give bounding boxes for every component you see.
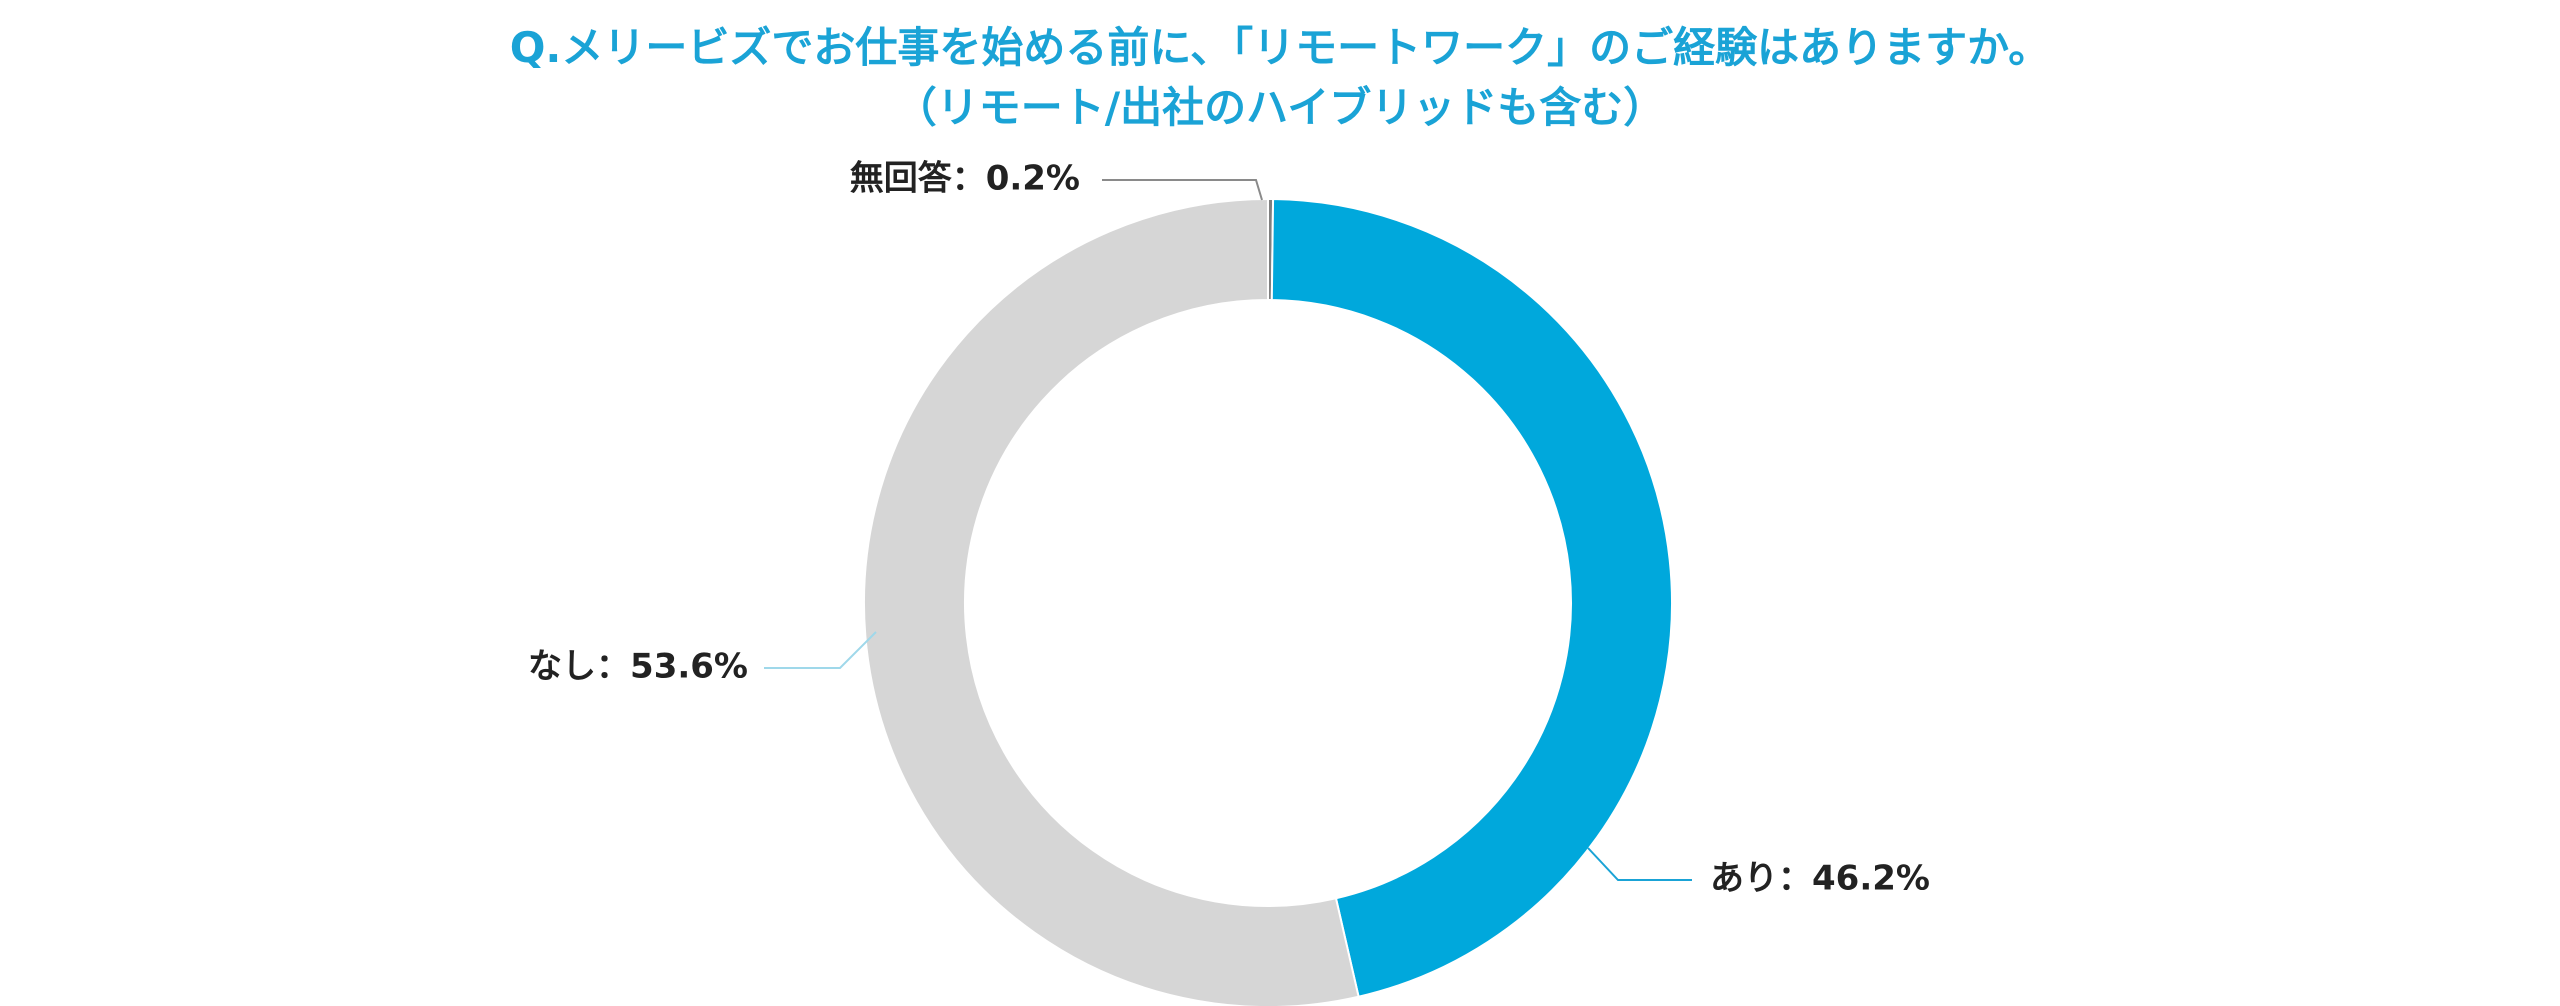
slice-label-2: なし：53.6% bbox=[528, 647, 748, 687]
slice-label-1: あり：46.2% bbox=[1710, 859, 1930, 899]
chart-subtitle: （リモート/出社のハイブリッドも含む） bbox=[894, 83, 1666, 132]
donut-slice-1 bbox=[1270, 198, 1674, 998]
donut-slice-2 bbox=[863, 197, 1360, 1006]
leader-line-1 bbox=[1587, 847, 1692, 881]
leader-line-2 bbox=[764, 631, 877, 669]
slices-layer bbox=[863, 197, 1674, 1006]
slice-label-0: 無回答：0.2% bbox=[850, 159, 1080, 199]
leader-lines-layer bbox=[764, 179, 1692, 881]
labels-layer: 無回答：0.2% あり：46.2% なし：53.6% bbox=[528, 159, 1930, 899]
chart-title-block: Q.メリービズでお仕事を始める前に、「リモートワーク」のご経験はありますか。 （… bbox=[0, 18, 2560, 138]
chart-title: Q.メリービズでお仕事を始める前に、「リモートワーク」のご経験はありますか。 bbox=[509, 23, 2051, 72]
leader-line-0 bbox=[1102, 179, 1263, 201]
